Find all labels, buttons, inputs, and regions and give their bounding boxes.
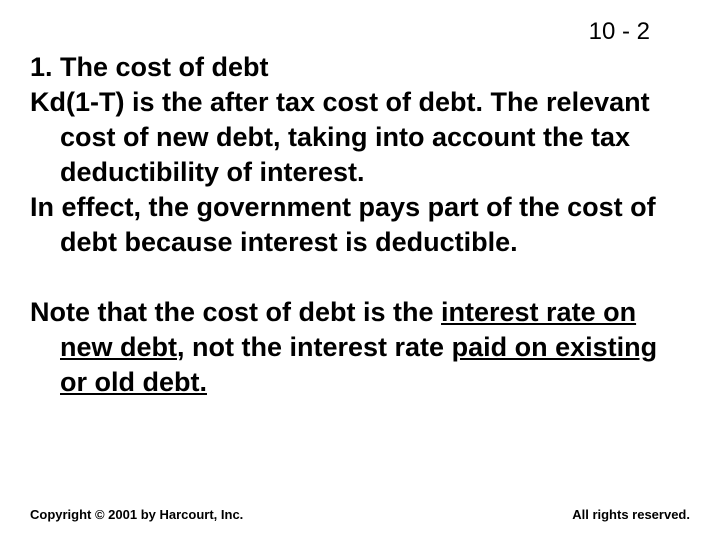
copyright-text: Copyright © 2001 by Harcourt, Inc. [30,507,243,522]
page-number: 10 - 2 [589,18,650,46]
footer: Copyright © 2001 by Harcourt, Inc. All r… [0,507,720,522]
rights-text: All rights reserved. [572,507,690,522]
slide-body: 1. The cost of debt Kd(1-T) is the after… [0,0,720,400]
note-text-mid: , not the interest rate [177,332,452,362]
paragraph-2: In effect, the government pays part of t… [30,190,690,260]
heading: 1. The cost of debt [30,50,690,85]
note-paragraph: Note that the cost of debt is the intere… [30,295,690,400]
note-text-pre: Note that the cost of debt is the [30,297,441,327]
paragraph-1: Kd(1-T) is the after tax cost of debt. T… [30,85,690,190]
